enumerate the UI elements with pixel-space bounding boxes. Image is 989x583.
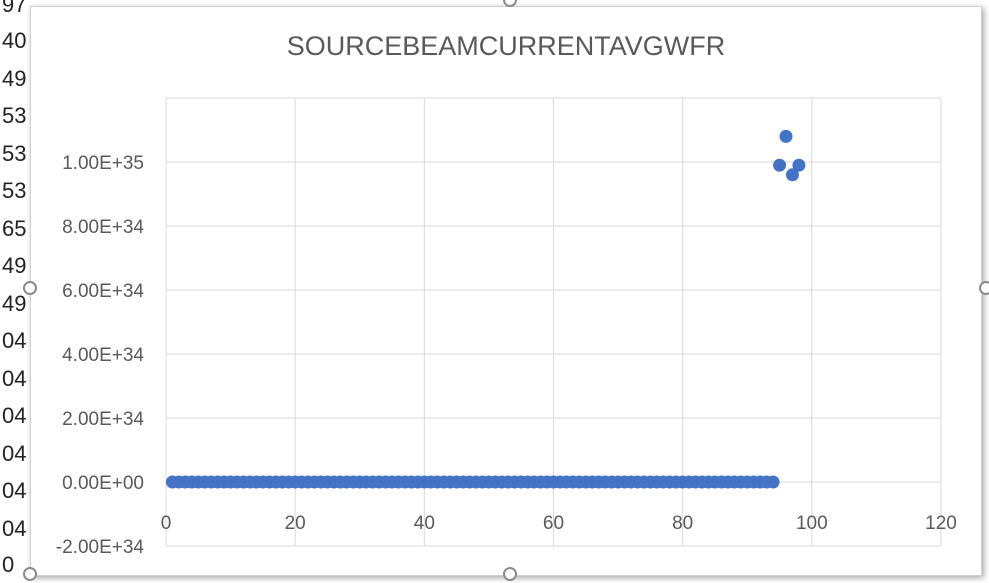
spreadsheet-cell-fragment: 53 — [2, 103, 27, 128]
spreadsheet-cell-fragment: 04 — [2, 516, 27, 541]
spreadsheet-cell-fragment: 49 — [2, 66, 27, 91]
y-tick-label: 4.00E+34 — [62, 345, 144, 366]
resize-handle-bottom-middle[interactable] — [503, 567, 517, 581]
chart-title: SOURCEBEAMCURRENTAVGWFR — [287, 31, 726, 61]
scatter-chart: SOURCEBEAMCURRENTAVGWFR -2.00E+34 0.00E+0… — [56, 31, 957, 558]
spreadsheet-cell-fragment: 53 — [2, 178, 27, 203]
x-tick-label: 20 — [285, 513, 306, 534]
spreadsheet-cell-fragment: 04 — [2, 366, 27, 391]
data-point-outlier — [779, 129, 793, 143]
spreadsheet-cell-fragment: 04 — [2, 403, 27, 428]
resize-handle-bottom-left[interactable] — [23, 567, 37, 581]
x-tick-label: 40 — [414, 513, 435, 534]
resize-handle-middle-left[interactable] — [23, 281, 37, 295]
spreadsheet-cell-fragment: 04 — [2, 478, 27, 503]
resize-handle-middle-right[interactable] — [979, 281, 989, 295]
y-tick-label: 8.00E+34 — [62, 217, 144, 238]
x-tick-label: 80 — [672, 513, 693, 534]
y-tick-label: 6.00E+34 — [62, 281, 144, 302]
y-axis-tick-labels: -2.00E+34 0.00E+00 2.00E+34 4.00E+34 6.00E+3… — [56, 153, 145, 558]
resize-handle-top-middle[interactable] — [503, 0, 517, 7]
x-axis-tick-labels: 0 20 40 60 80 100 120 — [161, 513, 957, 534]
y-tick-label: 2.00E+34 — [62, 409, 144, 430]
x-tick-label: 60 — [543, 513, 564, 534]
data-point — [766, 475, 780, 489]
data-point-outlier — [773, 158, 787, 172]
y-tick-label: 1.00E+35 — [62, 153, 144, 174]
spreadsheet-cell-fragment: 49 — [2, 253, 27, 278]
x-tick-label: 100 — [796, 513, 828, 534]
y-tick-label: -2.00E+34 — [56, 537, 145, 558]
chart-object[interactable]: SOURCEBEAMCURRENTAVGWFR -2.00E+34 0.00E+0… — [30, 6, 982, 576]
data-point-outlier — [792, 158, 806, 172]
spreadsheet-cell-fragment: 0 — [2, 552, 15, 577]
vertical-gridlines — [165, 98, 942, 546]
x-tick-label: 120 — [925, 513, 957, 534]
spreadsheet-cell-fragment: 65 — [2, 216, 27, 241]
x-tick-label: 0 — [161, 513, 172, 534]
spreadsheet-cell-fragment: 53 — [2, 141, 27, 166]
spreadsheet-cell-fragment: 97 — [2, 0, 27, 17]
y-tick-label: 0.00E+00 — [62, 473, 144, 494]
spreadsheet-cell-fragment: 40 — [2, 28, 27, 53]
spreadsheet-cell-fragment: 04 — [2, 441, 27, 466]
spreadsheet-cell-fragment: 49 — [2, 291, 27, 316]
data-point-outlier — [785, 168, 799, 182]
data-points — [165, 129, 806, 489]
spreadsheet-cell-fragment: 04 — [2, 328, 27, 353]
